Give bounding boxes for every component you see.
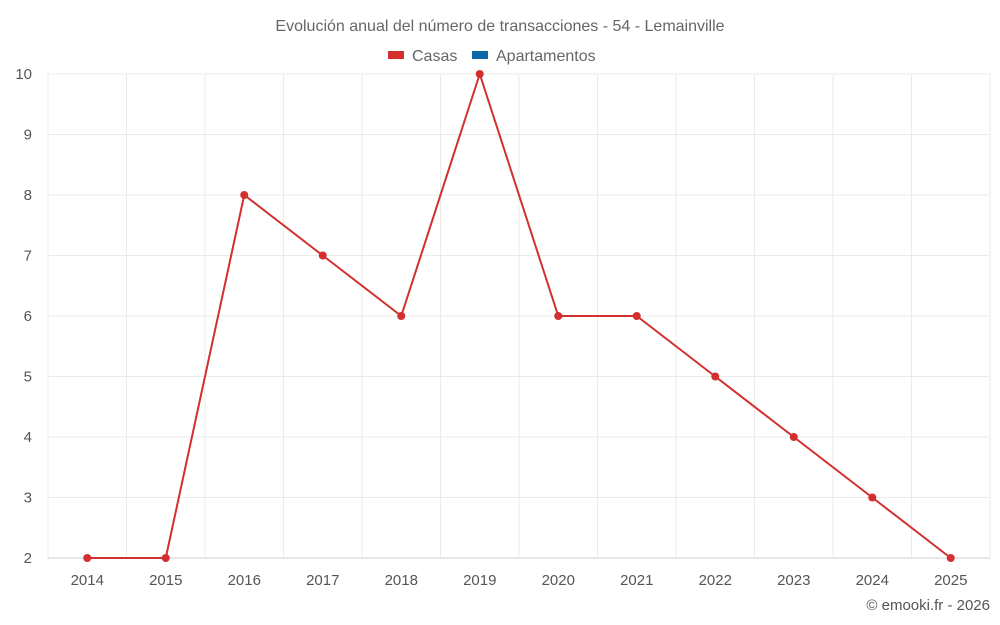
data-point[interactable]	[868, 493, 877, 502]
data-point[interactable]	[161, 554, 170, 562]
x-tick-label: 2021	[620, 572, 653, 589]
x-tick-label: 2017	[306, 572, 339, 589]
y-tick-label: 7	[24, 248, 32, 265]
grid	[47, 73, 991, 559]
data-point[interactable]	[318, 251, 327, 260]
x-tick-label: 2014	[71, 572, 104, 589]
data-point[interactable]	[632, 312, 641, 320]
legend-swatch-apartamentos	[472, 51, 488, 59]
data-point[interactable]	[397, 312, 406, 320]
y-tick-label: 4	[24, 429, 32, 446]
x-tick-label: 2022	[699, 572, 732, 589]
legend-label-casas: Casas	[412, 48, 457, 65]
x-tick-label: 2024	[856, 572, 889, 589]
x-tick-label: 2020	[542, 572, 575, 589]
series-line-casas	[87, 73, 952, 559]
y-tick-label: 9	[24, 127, 32, 144]
x-tick-label: 2023	[777, 572, 810, 589]
data-point[interactable]	[946, 554, 955, 562]
x-tick-label: 2025	[934, 572, 967, 589]
y-tick-label: 3	[24, 490, 32, 507]
data-point[interactable]	[554, 312, 563, 320]
credit-text: © emooki.fr - 2026	[866, 597, 990, 614]
series-casas	[83, 70, 955, 562]
legend-swatch-casas	[388, 51, 404, 59]
data-point[interactable]	[789, 433, 798, 441]
x-tick-label: 2016	[228, 572, 261, 589]
data-point[interactable]	[240, 191, 249, 199]
legend-item-apartamentos[interactable]: Apartamentos	[472, 48, 596, 65]
data-point[interactable]	[711, 372, 720, 381]
legend-label-apartamentos: Apartamentos	[496, 48, 596, 65]
y-axis-ticks: 2 3 4 5 6 7 8 9 10	[15, 66, 32, 567]
x-tick-label: 2019	[463, 572, 496, 589]
data-point[interactable]	[475, 70, 484, 78]
y-tick-label: 5	[24, 369, 32, 386]
legend: Casas Apartamentos	[388, 48, 596, 65]
y-tick-label: 10	[15, 66, 32, 83]
y-tick-label: 2	[24, 550, 32, 567]
legend-item-casas[interactable]: Casas	[388, 48, 457, 65]
x-tick-label: 2015	[149, 572, 182, 589]
x-tick-label: 2018	[385, 572, 418, 589]
y-tick-label: 6	[24, 308, 32, 325]
y-tick-label: 8	[24, 187, 32, 204]
chart-title: Evolución anual del número de transaccio…	[275, 18, 724, 35]
data-point[interactable]	[83, 554, 92, 562]
x-axis-ticks: 2014 2015 2016 2017 2018 2019 2020 2021 2022 2023…	[71, 572, 968, 589]
